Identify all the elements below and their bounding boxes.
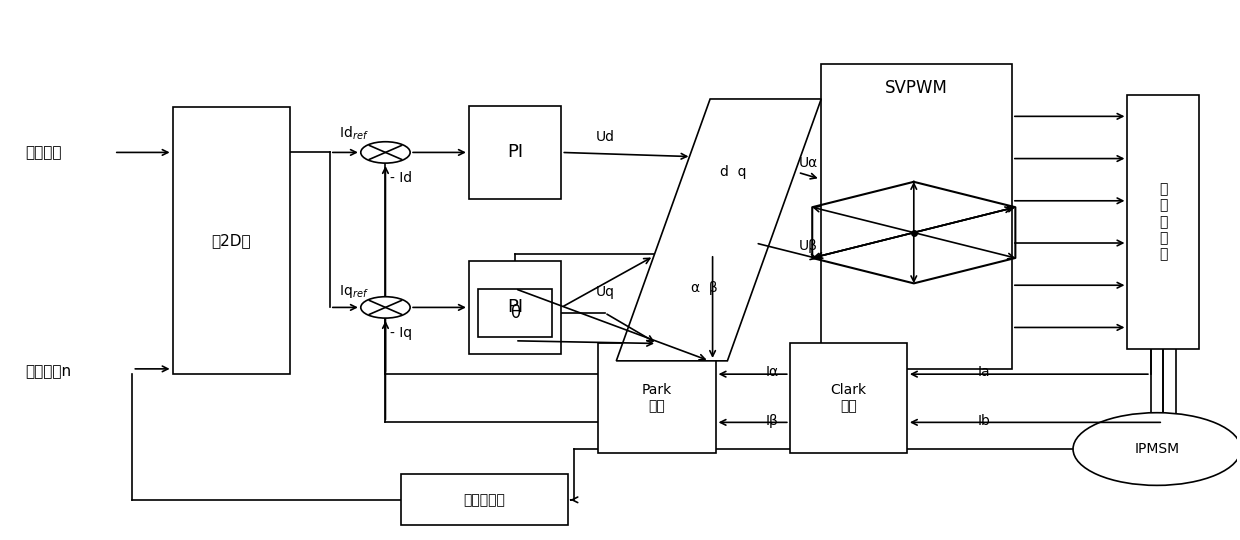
Text: Uq: Uq bbox=[595, 286, 614, 300]
Bar bbox=[821, 64, 1012, 369]
Text: Uα: Uα bbox=[799, 156, 818, 170]
Text: - Id: - Id bbox=[391, 171, 413, 185]
Text: Ud: Ud bbox=[595, 131, 614, 145]
Bar bbox=[172, 107, 290, 374]
Text: Iβ: Iβ bbox=[765, 414, 779, 428]
Bar bbox=[599, 343, 715, 453]
Text: d  q: d q bbox=[719, 165, 746, 179]
Text: 转矩指令: 转矩指令 bbox=[25, 145, 62, 160]
Bar bbox=[469, 261, 562, 354]
Text: SVPWM: SVPWM bbox=[885, 79, 947, 97]
Polygon shape bbox=[616, 99, 821, 361]
Text: Ib: Ib bbox=[978, 414, 991, 428]
Text: - Iq: - Iq bbox=[391, 326, 413, 340]
Text: Iα: Iα bbox=[765, 364, 779, 379]
Text: Ia: Ia bbox=[978, 364, 991, 379]
Text: 查2D表: 查2D表 bbox=[211, 233, 250, 248]
Text: 速度传感器: 速度传感器 bbox=[464, 493, 505, 507]
Text: 当前转速n: 当前转速n bbox=[25, 364, 71, 379]
Text: θ: θ bbox=[510, 304, 520, 322]
Text: α  β: α β bbox=[692, 280, 718, 294]
Bar bbox=[790, 343, 906, 453]
Text: 三
相
逆
变
器: 三 相 逆 变 器 bbox=[1159, 183, 1167, 261]
Text: Uβ: Uβ bbox=[799, 239, 818, 253]
Circle shape bbox=[1073, 413, 1240, 485]
Circle shape bbox=[361, 141, 410, 163]
Circle shape bbox=[361, 296, 410, 318]
Bar bbox=[469, 106, 562, 199]
Text: Id$_{ref}$: Id$_{ref}$ bbox=[339, 125, 368, 143]
Text: Iq$_{ref}$: Iq$_{ref}$ bbox=[339, 283, 368, 300]
Bar bbox=[1127, 95, 1199, 349]
Text: IPMSM: IPMSM bbox=[1135, 442, 1179, 456]
Text: Clark
变换: Clark 变换 bbox=[831, 383, 867, 413]
Bar bbox=[401, 475, 568, 525]
Text: Park
变换: Park 变换 bbox=[642, 383, 672, 413]
Text: PI: PI bbox=[507, 144, 523, 161]
Bar bbox=[479, 289, 552, 337]
Text: PI: PI bbox=[507, 299, 523, 316]
